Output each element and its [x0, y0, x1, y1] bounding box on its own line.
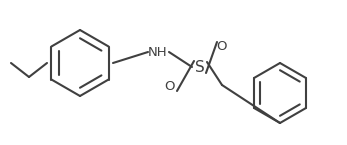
- Text: O: O: [217, 40, 227, 54]
- Text: NH: NH: [148, 46, 168, 58]
- Text: S: S: [195, 59, 205, 75]
- Text: O: O: [165, 80, 175, 94]
